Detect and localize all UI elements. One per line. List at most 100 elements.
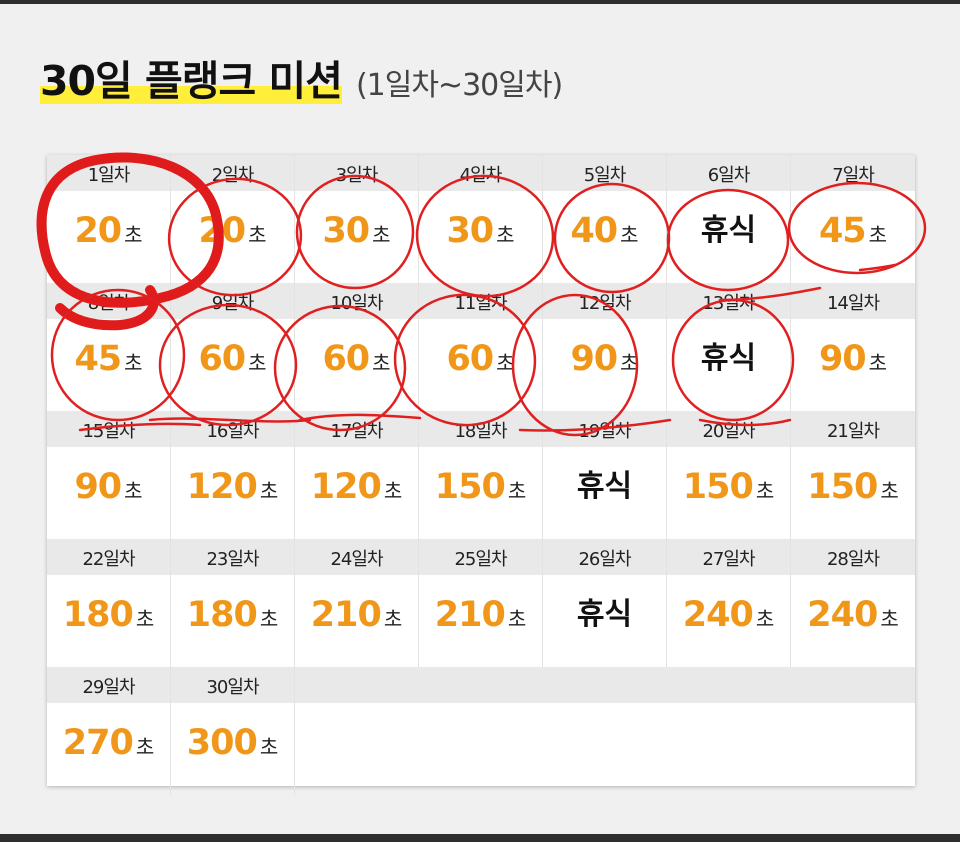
seconds-unit: 초 xyxy=(124,479,143,503)
day-value: 20 초 xyxy=(47,211,170,257)
day-label: 22일차 xyxy=(82,549,135,570)
day-value: 60 초 xyxy=(171,339,294,385)
day-cell: 17일차 120 초 xyxy=(295,411,419,539)
seconds-unit: 초 xyxy=(620,351,639,375)
bottom-frame-edge xyxy=(0,834,960,842)
day-label: 7일차 xyxy=(832,165,875,186)
day-label: 10일차 xyxy=(330,293,383,314)
day-value: 30 초 xyxy=(295,211,418,257)
day-value: 180 초 xyxy=(47,595,170,641)
plank-seconds: 120 xyxy=(186,467,258,507)
day-label: 16일차 xyxy=(206,421,259,442)
day-label: 6일차 xyxy=(707,165,751,186)
day-value: 휴식 xyxy=(543,467,666,511)
plank-seconds: 45 xyxy=(818,211,867,251)
day-cell: 27일차 240 초 xyxy=(667,539,791,667)
day-cell: 16일차 120 초 xyxy=(171,411,295,539)
day-value: 90 초 xyxy=(47,467,170,513)
seconds-unit: 초 xyxy=(620,223,639,247)
day-label: 12일차 xyxy=(578,293,631,314)
day-value: 120 초 xyxy=(171,467,294,513)
seconds-unit: 초 xyxy=(755,607,775,631)
day-cell: 15일차 90 초 xyxy=(47,411,171,539)
day-cell: 10일차 60 초 xyxy=(295,283,419,411)
plank-seconds: 180 xyxy=(186,595,258,635)
plank-seconds: 20 xyxy=(74,211,122,251)
day-label: 13일차 xyxy=(702,293,755,314)
rest-day-text: 휴식 xyxy=(576,597,633,632)
plank-seconds: 270 xyxy=(62,723,134,763)
day-cell: 3일차 30 초 xyxy=(295,155,419,283)
title-highlight xyxy=(40,86,342,104)
day-value: 45 초 xyxy=(791,211,915,257)
day-label: 17일차 xyxy=(330,421,383,442)
day-label: 1일차 xyxy=(87,165,131,186)
day-value: 90 초 xyxy=(543,339,666,385)
day-label: 3일차 xyxy=(335,165,379,186)
calendar-week-row: 1일차 20 초 2일차 20 초 3일차 30 초 4일차 30 초 5일차 40 초 6일차 휴식 7일차 45… xyxy=(47,155,915,283)
plank-seconds: 240 xyxy=(807,595,878,635)
day-value: 60 초 xyxy=(295,339,418,385)
day-label: 9일차 xyxy=(211,293,255,314)
day-value: 휴식 xyxy=(543,595,666,639)
day-cell: 13일차 휴식 xyxy=(667,283,791,411)
day-value: 270 초 xyxy=(47,723,170,769)
day-label: 8일차 xyxy=(87,293,131,314)
seconds-unit: 초 xyxy=(496,223,515,247)
plank-seconds: 90 xyxy=(570,339,618,379)
day-label: 28일차 xyxy=(826,549,880,570)
day-cell: 22일차 180 초 xyxy=(47,539,171,667)
day-cell: 9일차 60 초 xyxy=(171,283,295,411)
day-cell: 18일차 150 초 xyxy=(419,411,543,539)
plank-seconds: 300 xyxy=(186,723,258,763)
day-value: 45 초 xyxy=(47,339,170,385)
day-cell: 1일차 20 초 xyxy=(47,155,171,283)
day-value: 휴식 xyxy=(667,211,790,255)
seconds-unit: 초 xyxy=(259,479,279,503)
day-cell: 25일차 210 초 xyxy=(419,539,543,667)
plank-seconds: 150 xyxy=(434,467,506,507)
day-label: 2일차 xyxy=(211,165,255,186)
rest-day-text: 휴식 xyxy=(576,469,633,504)
day-value: 30 초 xyxy=(419,211,542,257)
day-label: 18일차 xyxy=(454,421,507,442)
seconds-unit: 초 xyxy=(507,479,527,503)
page-heading: 30일 플랭크 미션 (1일차~30일차) xyxy=(40,56,563,116)
calendar-week-row: 8일차 45 초 9일차 60 초 10일차 60 초 11일차 60 초 12일차 90 초 13일차 휴식 1… xyxy=(47,283,915,411)
day-cell: 21일차 150 초 xyxy=(791,411,915,539)
plank-seconds: 150 xyxy=(807,467,878,507)
day-cell: 30일차 300 초 xyxy=(171,667,295,795)
day-cell: 26일차 휴식 xyxy=(543,539,667,667)
calendar-week-row: 29일차 270 초 30일차 300 초 xyxy=(47,667,915,795)
day-label: 21일차 xyxy=(826,421,880,442)
day-cell: 7일차 45 초 xyxy=(791,155,915,283)
day-value: 40 초 xyxy=(543,211,666,257)
day-cell: 20일차 150 초 xyxy=(667,411,791,539)
day-cell: 24일차 210 초 xyxy=(295,539,419,667)
seconds-unit: 초 xyxy=(372,351,391,375)
day-value: 210 초 xyxy=(295,595,418,641)
seconds-unit: 초 xyxy=(755,479,775,503)
day-value: 210 초 xyxy=(419,595,542,641)
day-label: 23일차 xyxy=(206,549,259,570)
seconds-unit: 초 xyxy=(372,223,391,247)
day-value: 90 초 xyxy=(791,339,915,385)
day-label: 4일차 xyxy=(459,165,503,186)
plank-seconds: 90 xyxy=(818,339,867,379)
day-label: 20일차 xyxy=(702,421,755,442)
rest-day-text: 휴식 xyxy=(700,213,757,248)
day-label: 15일차 xyxy=(82,421,135,442)
day-value: 150 초 xyxy=(419,467,542,513)
plank-seconds: 120 xyxy=(310,467,382,507)
plank-seconds: 60 xyxy=(322,339,370,379)
seconds-unit: 초 xyxy=(383,607,403,631)
day-label: 29일차 xyxy=(82,677,135,698)
day-cell: 23일차 180 초 xyxy=(171,539,295,667)
day-label: 11일차 xyxy=(454,293,507,314)
plank-seconds: 210 xyxy=(434,595,506,635)
seconds-unit: 초 xyxy=(880,479,899,503)
seconds-unit: 초 xyxy=(868,351,888,375)
day-label: 5일차 xyxy=(583,165,627,186)
plank-seconds: 150 xyxy=(682,467,754,507)
